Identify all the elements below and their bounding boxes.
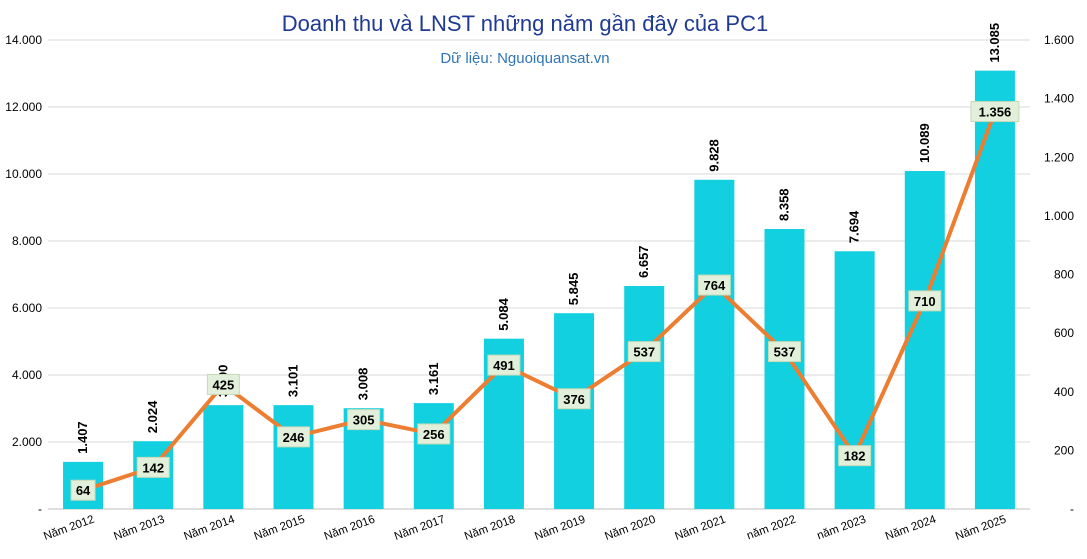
left-tick-label: 10.000 xyxy=(5,167,42,181)
profit-label-box xyxy=(487,354,521,376)
right-tick-label: 600 xyxy=(1054,326,1074,340)
revenue-bar xyxy=(904,171,945,509)
revenue-bar xyxy=(834,251,875,509)
left-tick-label: 6.000 xyxy=(12,301,42,315)
profit-label: 64 xyxy=(76,483,91,498)
profit-label: 182 xyxy=(844,449,866,464)
chart-title: Doanh thu và LNST những năm gần đây của … xyxy=(282,11,768,36)
revenue-bar xyxy=(554,313,595,509)
profit-label-box xyxy=(206,373,240,395)
x-tick-label: Năm 2014 xyxy=(182,513,237,543)
revenue-label: 5.084 xyxy=(496,297,511,330)
revenue-label: 10.089 xyxy=(917,123,932,163)
profit-label: 764 xyxy=(704,278,726,293)
chart-subtitle: Dữ liệu: Nguoiquansat.vn xyxy=(440,50,609,67)
right-tick-label: 200 xyxy=(1054,443,1074,457)
profit-label: 537 xyxy=(774,345,796,360)
revenue-label: 2.024 xyxy=(145,400,160,433)
right-tick-label: - xyxy=(1070,502,1074,516)
profit-labels: 64 142 425 246 305 256 491 376 537 764 537 182 710 1.… xyxy=(70,101,1020,501)
revenue-label: 7.694 xyxy=(847,210,862,243)
profit-label: 376 xyxy=(563,392,585,407)
profit-label: 256 xyxy=(423,427,445,442)
left-axis: - 2.000 4.000 6.000 8.000 10.000 12.000 14.000 xyxy=(5,33,42,516)
profit-label-box xyxy=(277,426,310,448)
profit-label: 491 xyxy=(493,358,515,373)
x-tick-label: Năm 2016 xyxy=(323,514,377,543)
left-tick-label: 8.000 xyxy=(12,234,42,248)
profit-label-box xyxy=(768,341,801,363)
revenue-label: 3.008 xyxy=(356,368,371,401)
revenue-label: 3.101 xyxy=(286,365,301,398)
profit-label-box xyxy=(557,388,591,410)
x-tick-label: Năm 2020 xyxy=(603,514,657,543)
revenue-bar xyxy=(203,405,244,509)
profit-label-box xyxy=(838,445,872,467)
profit-label-box xyxy=(908,290,942,312)
x-tick-label: Năm 2017 xyxy=(393,514,447,543)
x-tick-label: Năm 2013 xyxy=(112,514,166,543)
revenue-bar xyxy=(624,285,665,509)
profit-label: 1.356 xyxy=(979,105,1012,120)
left-tick-label: 4.000 xyxy=(12,368,42,382)
right-tick-label: 1.600 xyxy=(1044,33,1074,47)
x-tick-label: Năm 2012 xyxy=(42,514,96,543)
revenue-bars xyxy=(63,70,1015,509)
left-tick-label: 2.000 xyxy=(12,435,42,449)
profit-label: 142 xyxy=(142,460,164,475)
x-tick-label: Năm 2024 xyxy=(884,513,939,543)
x-tick-label: Năm 2019 xyxy=(533,514,587,543)
x-axis: Năm 2012 Năm 2013 Năm 2014 Năm 2015 Năm 2016… xyxy=(42,513,1008,543)
revenue-label: 3.161 xyxy=(426,363,441,396)
profit-label-box xyxy=(70,479,96,501)
profit-label: 710 xyxy=(914,294,936,309)
profit-label: 305 xyxy=(353,413,375,428)
right-tick-label: 1.200 xyxy=(1044,150,1074,164)
right-axis: - 200 400 600 800 1.000 1.200 1.400 1.600 xyxy=(1044,33,1074,516)
profit-label-box xyxy=(347,409,381,431)
profit-label: 246 xyxy=(283,430,305,445)
revenue-label: 9.828 xyxy=(706,139,721,172)
profit-label-box xyxy=(627,341,661,363)
left-tick-label: 14.000 xyxy=(5,33,42,47)
x-tick-label: năm 2022 xyxy=(745,514,797,543)
x-tick-label: Năm 2021 xyxy=(673,514,727,543)
x-tick-label: Năm 2015 xyxy=(253,514,307,543)
revenue-bar xyxy=(273,405,314,509)
revenue-bar xyxy=(974,70,1015,509)
x-tick-label: Năm 2025 xyxy=(954,514,1008,543)
right-tick-label: 1.000 xyxy=(1044,209,1074,223)
profit-label-box xyxy=(417,423,451,445)
profit-label-box xyxy=(697,274,731,296)
left-tick-label: - xyxy=(38,502,42,516)
profit-label-box xyxy=(970,101,1020,123)
right-tick-label: 800 xyxy=(1054,268,1074,282)
revenue-bar xyxy=(694,179,735,509)
profit-label: 537 xyxy=(633,345,655,360)
right-tick-label: 1.400 xyxy=(1044,92,1074,106)
revenue-label: 1.407 xyxy=(75,421,90,454)
gridlines xyxy=(48,39,1030,510)
revenue-label: 13.085 xyxy=(987,23,1002,63)
x-tick-label: Năm 2018 xyxy=(463,514,517,543)
right-tick-label: 400 xyxy=(1054,385,1074,399)
revenue-label: 5.845 xyxy=(566,273,581,306)
x-tick-label: năm 2023 xyxy=(815,514,867,543)
profit-label: 425 xyxy=(213,377,235,392)
revenue-label: 8.358 xyxy=(777,188,792,221)
left-tick-label: 12.000 xyxy=(5,100,42,114)
revenue-label: 6.657 xyxy=(636,245,651,278)
profit-label-box xyxy=(136,456,170,478)
